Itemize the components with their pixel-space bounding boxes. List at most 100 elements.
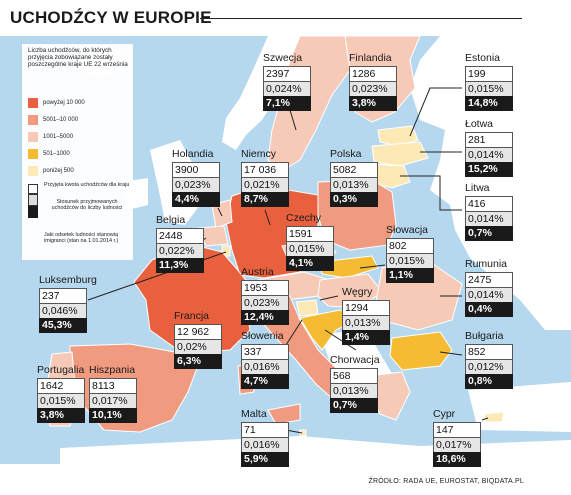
country-box-malta: Malta 71 0,016% 5,9% bbox=[241, 408, 289, 467]
country-name: Słowacja bbox=[386, 224, 429, 236]
legend-example-ratio bbox=[28, 194, 38, 206]
legend-label: 5001–10 000 bbox=[43, 117, 79, 123]
bulgaria-region bbox=[389, 331, 453, 371]
malta-region bbox=[299, 429, 307, 437]
country-share: 0,8% bbox=[465, 374, 513, 389]
country-share: 7,1% bbox=[263, 96, 311, 111]
country-share: 3,8% bbox=[37, 408, 85, 423]
country-box-belgia: Belgia 2448 0,022% 11,3% bbox=[156, 214, 204, 273]
country-ratio: 0,023% bbox=[172, 177, 220, 192]
page-title: UCHODŹCY W EUROPIE bbox=[10, 8, 212, 27]
country-name: Niemcy bbox=[241, 148, 277, 160]
leader-estonia bbox=[409, 87, 462, 137]
legend: Liczba uchodźców, do których przyjęcia z… bbox=[22, 44, 133, 260]
country-name: Francja bbox=[174, 310, 210, 322]
country-name: Chorwacja bbox=[330, 354, 380, 366]
country-share: 1,4% bbox=[342, 330, 390, 345]
country-name: Łotwa bbox=[465, 118, 494, 130]
country-quota: 5082 bbox=[330, 162, 378, 177]
country-share: 0,4% bbox=[465, 302, 513, 317]
country-ratio: 0,016% bbox=[241, 359, 289, 374]
country-quota: 12 962 bbox=[174, 324, 222, 339]
country-box-chorwacja: Chorwacja 568 0,013% 0,7% bbox=[330, 354, 380, 413]
country-quota: 71 bbox=[241, 422, 289, 437]
country-name: Bułgaria bbox=[465, 330, 504, 342]
country-name: Węgry bbox=[342, 286, 373, 298]
country-name: Litwa bbox=[465, 182, 490, 194]
title-rule bbox=[200, 18, 522, 19]
country-quota: 852 bbox=[465, 344, 513, 359]
country-box-austria: Austria 1953 0,023% 12,4% bbox=[241, 266, 289, 325]
country-ratio: 0,013% bbox=[330, 383, 378, 398]
country-quota: 17 036 bbox=[241, 162, 289, 177]
country-ratio: 0,014% bbox=[465, 287, 513, 302]
source-credit: ŹRÓDŁO: RADA UE, EUROSTAT, BIQDATA.PL bbox=[368, 478, 524, 485]
country-name: Słowenia bbox=[241, 330, 284, 342]
leader-sweden bbox=[289, 109, 297, 131]
country-name: Portugalia bbox=[37, 364, 85, 376]
legend-swatch bbox=[28, 149, 38, 159]
legend-note-share: Jaki odsetek ludności stanowią imigranci… bbox=[44, 232, 119, 245]
country-name: Belgia bbox=[156, 214, 186, 226]
country-ratio: 0,012% bbox=[465, 359, 513, 374]
leader-lines bbox=[87, 87, 489, 434]
country-ratio: 0,046% bbox=[39, 303, 87, 318]
country-quota: 199 bbox=[465, 66, 513, 81]
country-ratio: 0,024% bbox=[263, 81, 311, 96]
country-share: 4,7% bbox=[241, 374, 289, 389]
country-quota: 2448 bbox=[156, 228, 204, 243]
legend-note-quota: Przyjęta kwota uchodźców dla kraju bbox=[44, 182, 130, 188]
country-box-portugalia: Portugalia 1642 0,015% 3,8% bbox=[37, 364, 85, 423]
legend-label: 1001–5000 bbox=[43, 134, 74, 140]
country-quota: 2397 bbox=[263, 66, 311, 81]
country-quota: 281 bbox=[465, 132, 513, 147]
slovakia-region bbox=[319, 255, 379, 279]
country-share: 15,2% bbox=[465, 162, 513, 177]
country-box-wegry: Węgry 1294 0,013% 1,4% bbox=[342, 286, 390, 345]
country-name: Estonia bbox=[465, 52, 501, 64]
country-box-estonia: Estonia 199 0,015% 14,8% bbox=[465, 52, 513, 111]
country-ratio: 0,013% bbox=[342, 315, 390, 330]
legend-label: poniżej 500 bbox=[43, 168, 74, 174]
country-box-niemcy: Niemcy 17 036 0,021% 8,7% bbox=[241, 148, 289, 207]
country-quota: 147 bbox=[433, 422, 481, 437]
country-ratio: 0,014% bbox=[465, 147, 513, 162]
leader-bulgaria bbox=[439, 351, 463, 356]
country-ratio: 0,017% bbox=[433, 437, 481, 452]
country-ratio: 0,022% bbox=[156, 243, 204, 258]
country-name: Polska bbox=[330, 148, 362, 160]
country-box-bulgaria: Bułgaria 852 0,012% 0,8% bbox=[465, 330, 513, 389]
country-share: 4,4% bbox=[172, 192, 220, 207]
country-quota: 1953 bbox=[241, 280, 289, 295]
country-quota: 1642 bbox=[37, 378, 85, 393]
country-box-polska: Polska 5082 0,013% 0,3% bbox=[330, 148, 378, 207]
country-ratio: 0,023% bbox=[349, 81, 397, 96]
country-ratio: 0,015% bbox=[286, 241, 334, 256]
country-quota: 1286 bbox=[349, 66, 397, 81]
netherlands-region bbox=[211, 199, 233, 229]
leader-hungary bbox=[319, 295, 339, 301]
legend-box-example bbox=[28, 184, 38, 242]
country-box-slowenia: Słowenia 337 0,016% 4,7% bbox=[241, 330, 289, 389]
country-name: Finlandia bbox=[349, 52, 392, 64]
country-box-litwa: Litwa 416 0,014% 0,7% bbox=[465, 182, 513, 241]
country-quota: 2475 bbox=[465, 272, 513, 287]
country-ratio: 0,013% bbox=[330, 177, 378, 192]
country-share: 6,3% bbox=[174, 354, 222, 369]
country-ratio: 0,015% bbox=[37, 393, 85, 408]
country-share: 18,6% bbox=[433, 452, 481, 467]
turkey-land bbox=[468, 382, 571, 432]
country-share: 8,7% bbox=[241, 192, 289, 207]
country-ratio: 0,016% bbox=[241, 437, 289, 452]
country-quota: 3900 bbox=[172, 162, 220, 177]
country-box-szwecja: Szwecja 2397 0,024% 7,1% bbox=[263, 52, 311, 111]
country-quota: 237 bbox=[39, 288, 87, 303]
country-name: Rumunia bbox=[465, 258, 508, 270]
country-box-holandia: Holandia 3900 0,023% 4,4% bbox=[172, 148, 220, 207]
leader-netherlands bbox=[217, 207, 223, 217]
country-ratio: 0,015% bbox=[465, 81, 513, 96]
country-share: 10,1% bbox=[89, 408, 137, 423]
country-name: Cypr bbox=[433, 408, 456, 420]
country-box-hiszpania: Hiszpania 8113 0,017% 10,1% bbox=[89, 364, 137, 423]
country-name: Holandia bbox=[172, 148, 214, 160]
